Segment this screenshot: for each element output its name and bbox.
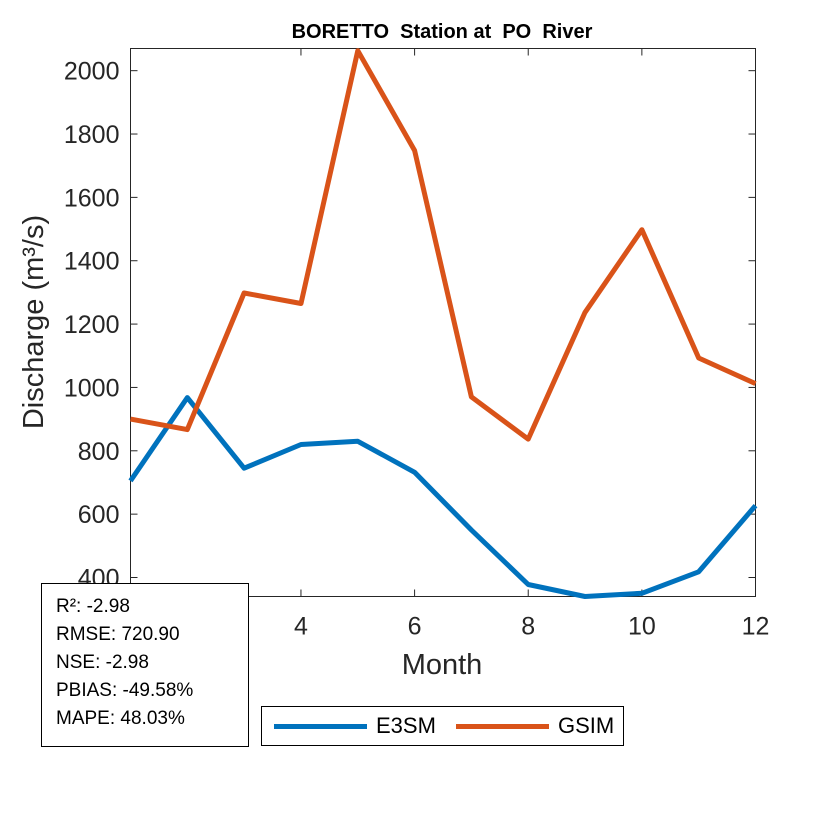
legend-label-gsim: GSIM [558, 713, 615, 738]
stat-rmse: RMSE: 720.90 [56, 624, 180, 645]
stat-mape: MAPE: 48.03% [56, 708, 185, 729]
y-tick-label: 600 [78, 501, 120, 529]
y-tick-label: 1800 [64, 121, 120, 149]
legend-swatch-gsim [456, 723, 549, 729]
legend-label-e3sm: E3SM [376, 713, 436, 738]
stat-pbias: PBIAS: -49.58% [56, 680, 194, 701]
series-line-gsim [130, 48, 757, 442]
x-tick-label: 4 [294, 613, 308, 641]
chart-title: BORETTO Station at PO River [292, 21, 593, 43]
y-tick-label: 1000 [64, 374, 120, 402]
x-tick-label: 6 [408, 613, 422, 641]
stat-nse: NSE: -2.98 [56, 652, 149, 673]
x-axis-label: Month [402, 649, 483, 681]
y-tick-label: 1600 [64, 184, 120, 212]
y-tick-label: 1400 [64, 248, 120, 276]
series-layer [128, 48, 758, 599]
legend-item-gsim: GSIM [456, 707, 614, 745]
y-tick-label: 800 [78, 438, 120, 466]
stats-box: R²: -2.98 RMSE: 720.90 NSE: -2.98 PBIAS:… [41, 583, 249, 747]
x-tick-label: 10 [628, 613, 656, 641]
y-axis-label: Discharge (m³/s) [18, 215, 50, 429]
stat-r2: R²: -2.98 [56, 596, 130, 617]
x-tick-label: 8 [521, 613, 535, 641]
x-axis: 4 6 8 10 12 [294, 48, 770, 641]
y-tick-label: 1200 [64, 311, 120, 339]
legend-swatch-e3sm [274, 723, 367, 729]
legend: E3SM GSIM [261, 706, 624, 746]
series-line-e3sm [128, 395, 758, 599]
x-tick-label: 12 [742, 613, 770, 641]
plot-area [130, 48, 756, 597]
y-tick-label: 2000 [64, 58, 120, 86]
legend-item-e3sm: E3SM [274, 707, 436, 745]
